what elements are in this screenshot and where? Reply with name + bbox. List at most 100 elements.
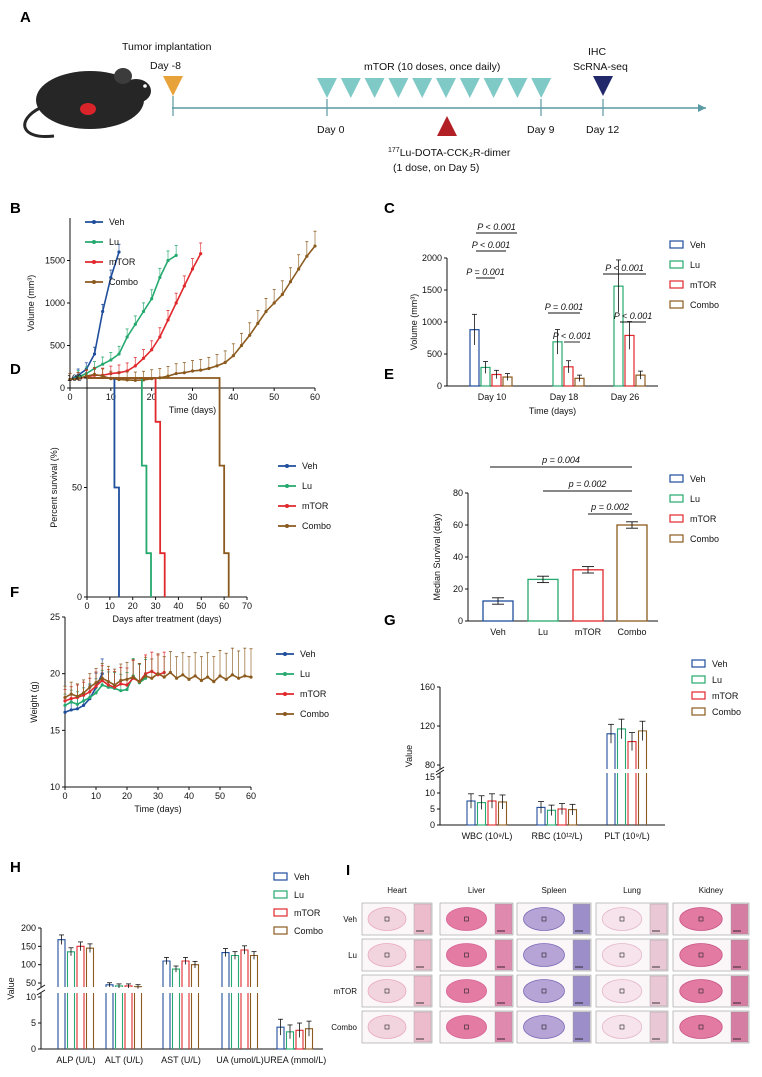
data-point bbox=[230, 673, 234, 677]
legend-label-veh: Veh bbox=[712, 659, 728, 669]
data-point bbox=[125, 378, 129, 382]
legend-marker-veh bbox=[283, 652, 287, 656]
tissue-section bbox=[445, 979, 488, 1003]
y-tick-label: 500 bbox=[427, 349, 442, 359]
day12-label: Day 12 bbox=[586, 124, 619, 136]
tissue-section bbox=[601, 979, 643, 1003]
zoom-inset bbox=[494, 975, 513, 1007]
significance-label: P < 0.001 bbox=[605, 263, 643, 273]
legend-label-veh: Veh bbox=[300, 649, 316, 659]
data-point bbox=[168, 670, 172, 675]
data-point bbox=[113, 683, 117, 687]
tissue-section bbox=[679, 979, 723, 1003]
data-point bbox=[106, 683, 110, 687]
y-axis-title: Value bbox=[404, 745, 414, 767]
column-header-lung: Lung bbox=[623, 886, 641, 895]
axis-break-mark bbox=[435, 766, 445, 773]
zoom-region-marker bbox=[464, 1024, 469, 1030]
data-point bbox=[69, 700, 73, 704]
tissue-section bbox=[679, 943, 723, 967]
zoom-inset bbox=[730, 903, 749, 935]
mtor-dose-marker-icon bbox=[436, 78, 456, 98]
chart-h-serum-chemistry: 0 5 10 50 100 150 200 Value ALP (U/L) ALT (U/L) AS… bbox=[6, 872, 326, 1065]
data-point bbox=[113, 685, 117, 689]
axis-break-mark bbox=[435, 769, 445, 776]
panel-label-c: C bbox=[384, 200, 395, 217]
series-line-lu bbox=[69, 254, 177, 381]
mtor-dose-markers bbox=[317, 78, 552, 98]
legend-swatch-combo bbox=[669, 300, 684, 309]
zoom-region-marker bbox=[541, 916, 547, 922]
data-point bbox=[174, 253, 178, 257]
data-point bbox=[187, 677, 191, 681]
panel-label-e: E bbox=[384, 366, 394, 383]
legend-swatch-lu bbox=[669, 260, 684, 269]
data-point bbox=[117, 352, 121, 356]
legend-label-lu: Lu bbox=[109, 237, 119, 247]
x-axis-title: Time (days) bbox=[169, 405, 216, 415]
legend-marker-combo bbox=[285, 524, 289, 528]
data-point bbox=[190, 369, 195, 373]
x-tick-label: 30 bbox=[187, 392, 197, 402]
bar-combo bbox=[85, 947, 95, 987]
column-header-heart: Heart bbox=[387, 886, 407, 895]
data-point bbox=[131, 675, 135, 679]
data-point bbox=[109, 358, 113, 362]
data-point bbox=[125, 335, 129, 339]
x-tick-label: Day 26 bbox=[611, 392, 640, 402]
bar-mtor bbox=[181, 960, 190, 987]
panel-label-g: G bbox=[384, 612, 396, 629]
data-point bbox=[82, 703, 86, 708]
data-point bbox=[237, 676, 241, 680]
bar-veh bbox=[221, 952, 230, 987]
legend-label-mtor: mTOR bbox=[690, 514, 717, 524]
x-tick-label: 20 bbox=[147, 392, 157, 402]
data-point bbox=[206, 675, 210, 679]
data-point bbox=[88, 685, 92, 689]
row-label-lu: Lu bbox=[348, 951, 357, 960]
data-point bbox=[239, 343, 244, 348]
data-point bbox=[313, 244, 317, 248]
day0-label: Day 0 bbox=[317, 124, 345, 136]
y-axis-title: Percent survival (%) bbox=[49, 447, 59, 528]
data-point bbox=[88, 690, 92, 694]
mtor-dose-marker-icon bbox=[412, 78, 433, 98]
data-point bbox=[101, 374, 105, 378]
axis-break-mark bbox=[36, 984, 46, 991]
zoom-inset bbox=[494, 903, 513, 935]
zoom-region-marker bbox=[464, 916, 469, 922]
y-tick-label: 80 bbox=[425, 760, 435, 770]
data-point bbox=[92, 352, 97, 356]
y-tick-label: 10 bbox=[26, 992, 36, 1002]
y-axis-title: Median Survival (day) bbox=[432, 513, 442, 600]
data-point bbox=[117, 250, 121, 254]
mtor-dose-marker-icon bbox=[483, 78, 504, 98]
bar-lu bbox=[230, 954, 240, 987]
legend-swatch-mtor bbox=[669, 280, 684, 289]
legend-label-lu: Lu bbox=[690, 494, 700, 504]
zoom-region-marker bbox=[698, 1024, 704, 1030]
chart-b-tumor-volume: 0 10 20 30 40 50 60 0 500 1000 1500 Time (days) Volu… bbox=[26, 217, 320, 415]
zoom-inset bbox=[413, 1011, 432, 1043]
data-point bbox=[76, 377, 80, 381]
x-tick-label: Lu bbox=[538, 627, 548, 637]
x-tick-label: 10 bbox=[105, 601, 115, 611]
column-header-spleen: Spleen bbox=[542, 886, 567, 895]
data-point bbox=[109, 275, 113, 280]
legend-swatch-veh bbox=[691, 659, 706, 668]
data-point bbox=[297, 267, 301, 271]
x-tick-label: WBC (10⁹/L) bbox=[462, 831, 513, 841]
data-point bbox=[150, 348, 154, 352]
legend-label-lu: Lu bbox=[302, 481, 312, 491]
panel-label-f: F bbox=[10, 584, 19, 601]
legend-marker-veh bbox=[92, 220, 96, 224]
x-tick-label: 70 bbox=[242, 601, 252, 611]
y-tick-label: 1500 bbox=[422, 285, 442, 295]
data-point bbox=[69, 697, 73, 701]
lu-dose-label: Lu-DOTA-CCK₂R-dimer bbox=[400, 147, 511, 159]
zoom-inset bbox=[730, 1011, 749, 1043]
y-tick-label: 0 bbox=[77, 592, 82, 602]
data-point bbox=[84, 374, 88, 378]
bar-veh bbox=[57, 939, 66, 987]
